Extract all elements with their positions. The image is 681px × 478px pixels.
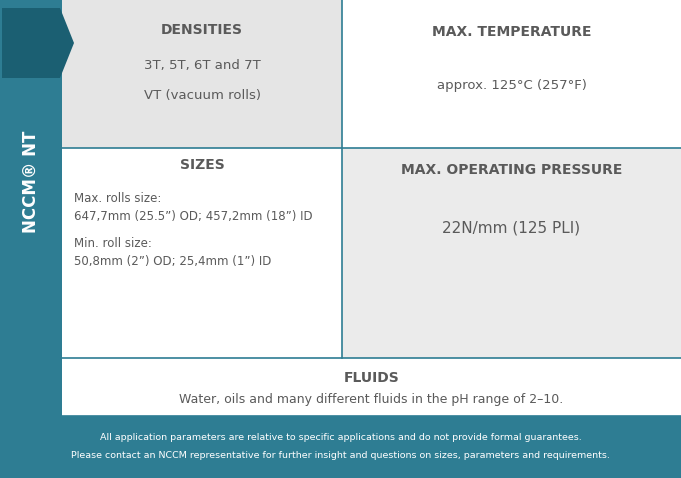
Text: 3T, 5T, 6T and 7T: 3T, 5T, 6T and 7T	[144, 58, 260, 72]
Text: SIZES: SIZES	[180, 158, 224, 172]
Bar	[62, 358, 681, 416]
Text: All application parameters are relative to specific applications and do not prov: All application parameters are relative …	[99, 434, 582, 443]
Text: FLUIDS: FLUIDS	[344, 371, 399, 385]
Text: NCCM® NT: NCCM® NT	[22, 130, 40, 233]
Text: 647,7mm (25.5”) OD; 457,2mm (18”) ID: 647,7mm (25.5”) OD; 457,2mm (18”) ID	[74, 209, 313, 222]
Text: MAX. OPERATING PRESSURE: MAX. OPERATING PRESSURE	[401, 163, 622, 177]
Text: Please contact an NCCM representative for further insight and questions on sizes: Please contact an NCCM representative fo…	[71, 452, 610, 460]
Text: VT (vacuum rolls): VT (vacuum rolls)	[144, 88, 261, 101]
Text: Water, oils and many different fluids in the pH range of 2–10.: Water, oils and many different fluids in…	[179, 393, 564, 406]
Bar	[0, 0, 62, 478]
Text: 50,8mm (2”) OD; 25,4mm (1”) ID: 50,8mm (2”) OD; 25,4mm (1”) ID	[74, 254, 271, 268]
Bar	[62, 148, 342, 358]
Text: DENSITIES: DENSITIES	[161, 23, 243, 37]
Text: MAX. TEMPERATURE: MAX. TEMPERATURE	[432, 25, 591, 39]
Text: 22N/mm (125 PLI): 22N/mm (125 PLI)	[443, 220, 581, 236]
Text: Min. roll size:: Min. roll size:	[74, 237, 152, 250]
Bar	[342, 0, 681, 148]
Bar	[342, 148, 681, 358]
Text: approx. 125°C (257°F): approx. 125°C (257°F)	[437, 78, 586, 91]
Bar	[62, 0, 342, 148]
Text: Max. rolls size:: Max. rolls size:	[74, 192, 161, 205]
Polygon shape	[2, 8, 74, 78]
Bar	[0, 416, 681, 478]
